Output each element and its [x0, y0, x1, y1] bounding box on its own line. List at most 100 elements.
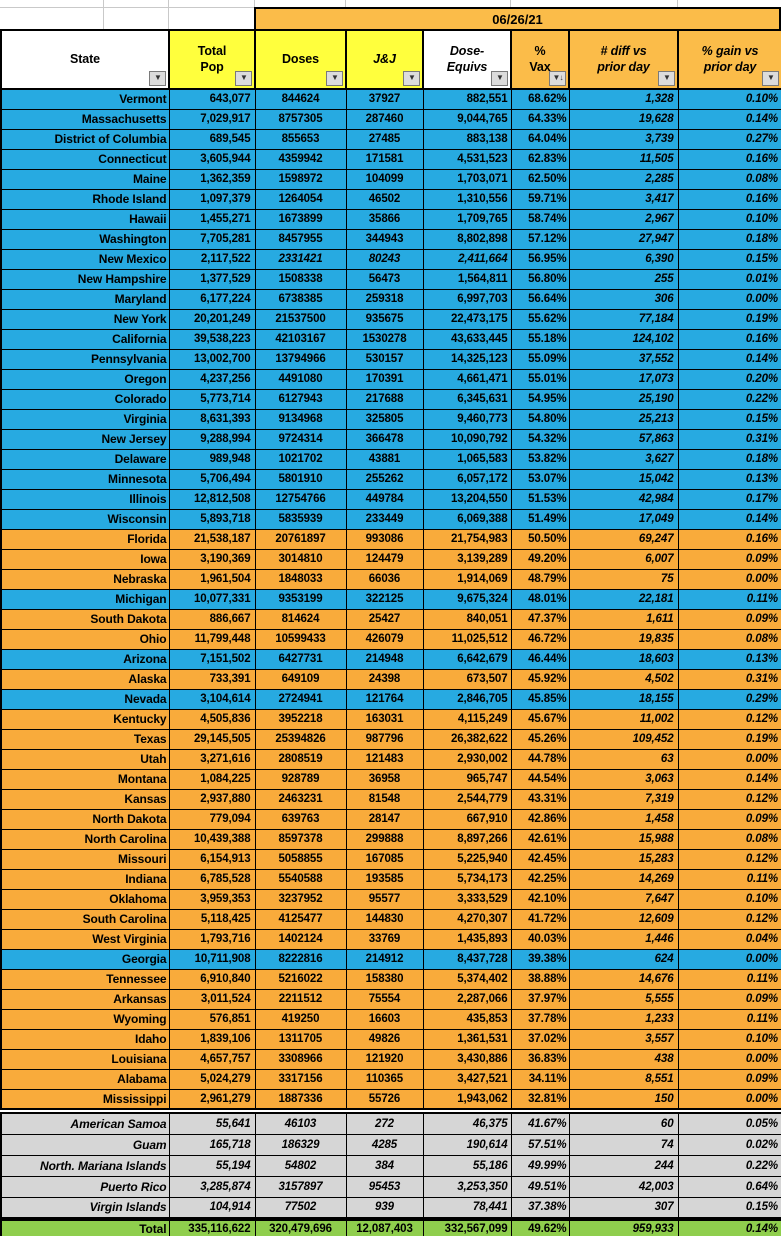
cell-diff-prior-day[interactable]: 19,835	[568, 628, 679, 650]
cell-total-pop[interactable]: 104,914	[168, 1196, 256, 1219]
cell-diff-prior-day[interactable]: 12,609	[568, 908, 679, 930]
cell-jj[interactable]: 37927	[345, 88, 424, 110]
cell-state[interactable]: North Dakota	[0, 808, 170, 830]
cell-gain-prior-day[interactable]: 0.15%	[677, 248, 781, 270]
cell-gain-prior-day[interactable]: 0.09%	[677, 608, 781, 630]
filter-icon[interactable]: ▼	[235, 71, 252, 86]
cell-dose-equivs[interactable]: 1,709,765	[422, 208, 512, 230]
cell-state[interactable]: Alaska	[0, 668, 170, 690]
cell-dose-equivs[interactable]: 3,253,350	[422, 1175, 512, 1198]
cell-doses[interactable]: 3308966	[254, 1048, 347, 1070]
cell-jj[interactable]: 939	[345, 1196, 424, 1219]
cell-pct-vax[interactable]: 54.80%	[510, 408, 570, 430]
cell-pct-vax[interactable]: 50.50%	[510, 528, 570, 550]
cell-diff-prior-day[interactable]: 4,502	[568, 668, 679, 690]
cell-dose-equivs[interactable]: 5,374,402	[422, 968, 512, 990]
cell-state[interactable]: New Hampshire	[0, 268, 170, 290]
cell-state[interactable]: New Mexico	[0, 248, 170, 270]
cell-pct-vax[interactable]: 41.72%	[510, 908, 570, 930]
cell-state[interactable]: Tennessee	[0, 968, 170, 990]
cell-gain-prior-day[interactable]: 0.27%	[677, 128, 781, 150]
cell-gain-prior-day[interactable]: 0.04%	[677, 928, 781, 950]
cell-total-pop[interactable]: 1,097,379	[168, 188, 256, 210]
cell-gain-prior-day[interactable]: 0.11%	[677, 588, 781, 610]
cell-pct-vax[interactable]: 47.37%	[510, 608, 570, 630]
cell-total-pop[interactable]: 1,084,225	[168, 768, 256, 790]
cell-doses[interactable]: 2808519	[254, 748, 347, 770]
cell-total-pop[interactable]: 689,545	[168, 128, 256, 150]
cell-gain-prior-day[interactable]: 0.18%	[677, 228, 781, 250]
cell-pct-vax[interactable]: 51.49%	[510, 508, 570, 530]
cell-jj[interactable]: 193585	[345, 868, 424, 890]
cell-gain-prior-day[interactable]: 0.22%	[677, 388, 781, 410]
cell-dose-equivs[interactable]: 10,090,792	[422, 428, 512, 450]
cell-gain-prior-day[interactable]: 0.00%	[677, 1088, 781, 1110]
cell-diff-prior-day[interactable]: 1,233	[568, 1008, 679, 1030]
cell-gain-prior-day[interactable]: 0.64%	[677, 1175, 781, 1198]
cell-state[interactable]: Total	[0, 1219, 170, 1236]
cell-doses[interactable]: 20761897	[254, 528, 347, 550]
cell-diff-prior-day[interactable]: 7,647	[568, 888, 679, 910]
cell-state[interactable]: Wyoming	[0, 1008, 170, 1030]
cell-doses[interactable]: 77502	[254, 1196, 347, 1219]
cell-total-pop[interactable]: 21,538,187	[168, 528, 256, 550]
cell-diff-prior-day[interactable]: 3,417	[568, 188, 679, 210]
cell-dose-equivs[interactable]: 8,897,266	[422, 828, 512, 850]
cell-total-pop[interactable]: 2,961,279	[168, 1088, 256, 1110]
cell-jj[interactable]: 28147	[345, 808, 424, 830]
cell-doses[interactable]: 855653	[254, 128, 347, 150]
cell-total-pop[interactable]: 4,505,836	[168, 708, 256, 730]
cell-doses[interactable]: 2331421	[254, 248, 347, 270]
cell-doses[interactable]: 46103	[254, 1112, 347, 1135]
cell-state[interactable]: Connecticut	[0, 148, 170, 170]
column-header-doses[interactable]: Doses ▼	[254, 29, 347, 90]
cell-doses[interactable]: 9353199	[254, 588, 347, 610]
cell-diff-prior-day[interactable]: 959,933	[568, 1219, 679, 1236]
cell-pct-vax[interactable]: 64.33%	[510, 108, 570, 130]
cell-gain-prior-day[interactable]: 0.19%	[677, 308, 781, 330]
cell-total-pop[interactable]: 5,118,425	[168, 908, 256, 930]
cell-dose-equivs[interactable]: 2,930,002	[422, 748, 512, 770]
cell-dose-equivs[interactable]: 6,997,703	[422, 288, 512, 310]
cell-dose-equivs[interactable]: 1,703,071	[422, 168, 512, 190]
cell-diff-prior-day[interactable]: 25,213	[568, 408, 679, 430]
cell-doses[interactable]: 1598972	[254, 168, 347, 190]
cell-state[interactable]: Maryland	[0, 288, 170, 310]
cell-dose-equivs[interactable]: 8,437,728	[422, 948, 512, 970]
cell-total-pop[interactable]: 7,705,281	[168, 228, 256, 250]
cell-jj[interactable]: 66036	[345, 568, 424, 590]
cell-pct-vax[interactable]: 37.38%	[510, 1196, 570, 1219]
cell-pct-vax[interactable]: 37.97%	[510, 988, 570, 1010]
filter-icon[interactable]: ▼	[149, 71, 166, 86]
cell-pct-vax[interactable]: 55.62%	[510, 308, 570, 330]
cell-total-pop[interactable]: 1,377,529	[168, 268, 256, 290]
cell-state[interactable]: Ohio	[0, 628, 170, 650]
cell-diff-prior-day[interactable]: 25,190	[568, 388, 679, 410]
cell-gain-prior-day[interactable]: 0.14%	[677, 348, 781, 370]
cell-gain-prior-day[interactable]: 0.11%	[677, 968, 781, 990]
cell-total-pop[interactable]: 989,948	[168, 448, 256, 470]
cell-doses[interactable]: 10599433	[254, 628, 347, 650]
cell-doses[interactable]: 5801910	[254, 468, 347, 490]
cell-doses[interactable]: 4359942	[254, 148, 347, 170]
cell-state[interactable]: District of Columbia	[0, 128, 170, 150]
cell-doses[interactable]: 2463231	[254, 788, 347, 810]
cell-dose-equivs[interactable]: 8,802,898	[422, 228, 512, 250]
cell-diff-prior-day[interactable]: 15,988	[568, 828, 679, 850]
cell-gain-prior-day[interactable]: 0.13%	[677, 468, 781, 490]
cell-doses[interactable]: 419250	[254, 1008, 347, 1030]
cell-doses[interactable]: 9134968	[254, 408, 347, 430]
cell-jj[interactable]: 530157	[345, 348, 424, 370]
cell-dose-equivs[interactable]: 1,914,069	[422, 568, 512, 590]
cell-pct-vax[interactable]: 40.03%	[510, 928, 570, 950]
cell-gain-prior-day[interactable]: 0.09%	[677, 988, 781, 1010]
cell-doses[interactable]: 3237952	[254, 888, 347, 910]
cell-pct-vax[interactable]: 56.64%	[510, 288, 570, 310]
cell-state[interactable]: South Dakota	[0, 608, 170, 630]
cell-doses[interactable]: 8597378	[254, 828, 347, 850]
cell-doses[interactable]: 3157897	[254, 1175, 347, 1198]
cell-doses[interactable]: 8757305	[254, 108, 347, 130]
cell-diff-prior-day[interactable]: 57,863	[568, 428, 679, 450]
cell-jj[interactable]: 344943	[345, 228, 424, 250]
cell-state[interactable]: Virginia	[0, 408, 170, 430]
